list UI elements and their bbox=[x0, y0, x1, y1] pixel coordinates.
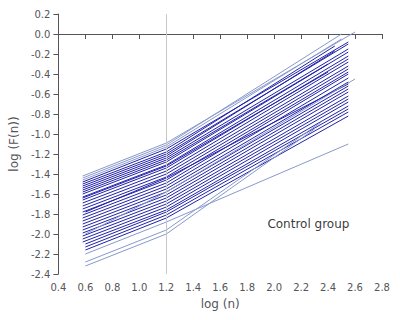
svg-text:Control group: Control group bbox=[267, 217, 349, 231]
svg-text:-1.6: -1.6 bbox=[31, 189, 51, 200]
svg-text:2.8: 2.8 bbox=[374, 282, 390, 293]
svg-text:log (n): log (n) bbox=[201, 297, 240, 311]
svg-text:-0.4: -0.4 bbox=[31, 69, 51, 80]
svg-text:0.0: 0.0 bbox=[35, 29, 51, 40]
svg-text:0.4: 0.4 bbox=[50, 282, 66, 293]
svg-text:2.2: 2.2 bbox=[293, 282, 309, 293]
svg-text:1.6: 1.6 bbox=[212, 282, 228, 293]
svg-text:-0.2: -0.2 bbox=[31, 49, 51, 60]
svg-text:2.4: 2.4 bbox=[320, 282, 336, 293]
svg-text:0.6: 0.6 bbox=[77, 282, 93, 293]
svg-text:1.4: 1.4 bbox=[185, 282, 201, 293]
svg-text:-1.2: -1.2 bbox=[31, 149, 51, 160]
svg-text:1.8: 1.8 bbox=[239, 282, 255, 293]
svg-text:-2.4: -2.4 bbox=[31, 269, 51, 280]
svg-text:1.2: 1.2 bbox=[158, 282, 174, 293]
svg-text:log (F(n)): log (F(n)) bbox=[7, 116, 21, 171]
svg-text:2.6: 2.6 bbox=[347, 282, 363, 293]
svg-text:0.8: 0.8 bbox=[104, 282, 120, 293]
svg-text:0.2: 0.2 bbox=[35, 9, 51, 20]
svg-text:-1.8: -1.8 bbox=[31, 209, 51, 220]
svg-text:-0.8: -0.8 bbox=[31, 109, 51, 120]
svg-text:1.0: 1.0 bbox=[131, 282, 147, 293]
svg-text:-2.0: -2.0 bbox=[31, 229, 51, 240]
svg-text:-1.4: -1.4 bbox=[31, 169, 51, 180]
svg-text:-2.2: -2.2 bbox=[31, 249, 51, 260]
svg-text:2.0: 2.0 bbox=[266, 282, 282, 293]
svg-text:-0.6: -0.6 bbox=[31, 89, 51, 100]
svg-text:-1.0: -1.0 bbox=[31, 129, 51, 140]
